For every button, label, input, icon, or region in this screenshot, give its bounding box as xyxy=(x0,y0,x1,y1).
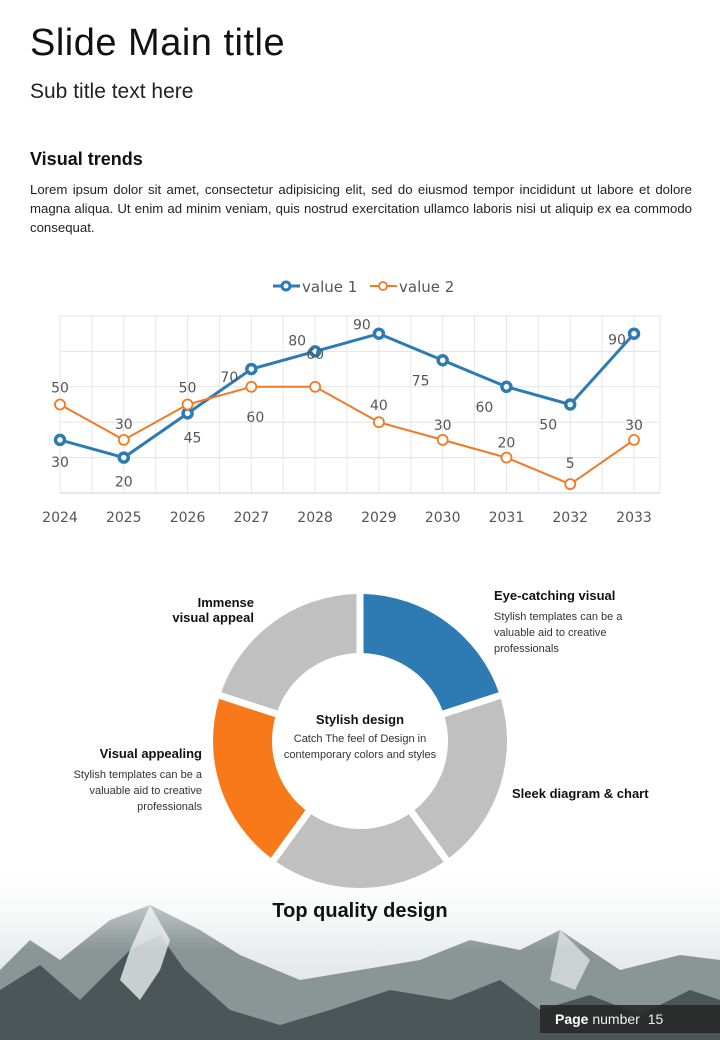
line-chart: value 1 value 2 30 20 45 70 80 90 75 60 50 90 50 30 5… xyxy=(42,278,661,526)
slide-title: Slide Main title xyxy=(30,22,286,64)
data-label-series-1: 70 xyxy=(220,370,238,386)
x-axis-ticks: 2024 2025 2026 2027 2028 2029 2030 2031 2032 2033 xyxy=(42,510,652,526)
legend-label-1: value 1 xyxy=(302,278,357,296)
data-point-series-1 xyxy=(436,354,449,367)
data-label-series-2: 5 xyxy=(566,456,575,472)
data-label-series-1: 60 xyxy=(476,400,494,416)
x-tick-label: 2032 xyxy=(552,510,588,526)
donut-segment-5 xyxy=(221,594,357,711)
section-title: Visual trends xyxy=(30,149,143,169)
label-eye-catching-visual: Eye-catching visual Stylish templates ca… xyxy=(494,588,634,657)
data-label-series-1: 30 xyxy=(51,455,69,471)
data-point-series-1 xyxy=(500,380,513,394)
label-immense-visual-appeal: Immense visual appeal xyxy=(120,595,254,625)
data-label-series-2: 30 xyxy=(625,418,643,434)
data-point-series-1 xyxy=(308,345,322,358)
series-line-2 xyxy=(59,385,635,486)
data-point-series-1 xyxy=(627,327,641,340)
x-tick-label: 2026 xyxy=(170,510,206,526)
legend-marker-2 xyxy=(378,281,388,291)
donut-segment-2 xyxy=(414,698,507,858)
data-point-series-2 xyxy=(54,398,66,411)
donut-segment-1 xyxy=(363,594,499,711)
label-eye-catching-title: Eye-catching visual xyxy=(494,588,616,603)
data-label-series-1: 20 xyxy=(115,475,133,491)
data-label-series-2: 30 xyxy=(115,417,133,433)
x-tick-label: 2028 xyxy=(297,510,333,526)
data-label-series-2: 60 xyxy=(246,410,264,426)
data-point-series-2 xyxy=(500,451,513,464)
x-tick-label: 2033 xyxy=(616,510,652,526)
x-tick-label: 2024 xyxy=(42,510,78,526)
x-tick-label: 2027 xyxy=(234,510,270,526)
label-immense-line2: visual appeal xyxy=(172,610,254,625)
data-label-series-1: 90 xyxy=(608,333,626,349)
chart-data-labels: 30 20 45 70 80 90 75 60 50 90 50 30 50 60 60 40 30 20 5 30 xyxy=(51,318,643,491)
data-point-series-2 xyxy=(309,380,322,393)
page-label: number xyxy=(592,1011,640,1027)
x-tick-label: 2025 xyxy=(106,510,142,526)
data-point-series-2 xyxy=(372,416,385,429)
donut-chart xyxy=(213,594,507,888)
data-label-series-2: 20 xyxy=(498,436,516,452)
label-visual-appealing: Visual appealing Stylish templates can b… xyxy=(70,746,202,815)
data-label-series-2: 40 xyxy=(370,398,388,414)
label-visual-appealing-text: Stylish templates can be a valuable aid … xyxy=(73,769,202,813)
chart-series xyxy=(53,327,641,491)
data-point-series-1 xyxy=(245,362,258,376)
data-label-series-2: 60 xyxy=(306,347,324,363)
data-point-series-1 xyxy=(372,327,386,340)
x-tick-label: 2031 xyxy=(489,510,525,526)
label-sleek-title: Sleek diagram & chart xyxy=(512,786,649,801)
legend-label-2: value 2 xyxy=(399,278,454,296)
label-visual-appealing-title: Visual appealing xyxy=(99,746,202,761)
data-label-series-2: 50 xyxy=(179,381,197,397)
data-point-series-1 xyxy=(563,398,577,411)
donut-center-title: Stylish design xyxy=(315,712,405,727)
series-line-1 xyxy=(59,332,636,460)
data-label-series-1: 50 xyxy=(539,418,557,434)
section-body: Lorem ipsum dolor sit amet, consectetur … xyxy=(30,182,692,235)
page-number-box: Page number 15 xyxy=(540,1005,720,1033)
data-label-series-1: 80 xyxy=(288,333,306,349)
data-label-series-1: 45 xyxy=(184,430,202,446)
page-number: 15 xyxy=(647,1011,664,1027)
data-point-series-2 xyxy=(628,433,640,446)
page-label-bold: Page xyxy=(555,1011,589,1027)
data-point-series-2 xyxy=(436,433,449,446)
donut-center-text: Catch The feel of Design in contemporary… xyxy=(283,733,437,761)
chart-legend: value 1 value 2 xyxy=(273,278,454,296)
data-point-series-2 xyxy=(117,433,130,446)
data-label-series-1: 90 xyxy=(353,318,371,334)
label-immense-line1: Immense xyxy=(197,595,254,610)
donut-segment-4 xyxy=(213,698,306,858)
tagline: Top quality design xyxy=(272,900,448,922)
data-label-series-2: 50 xyxy=(51,381,69,397)
slide-subtitle: Sub title text here xyxy=(30,80,194,103)
label-eye-catching-text: Stylish templates can be a valuable aid … xyxy=(494,611,623,655)
legend-marker-1 xyxy=(280,280,292,292)
x-tick-label: 2029 xyxy=(361,510,397,526)
donut-segment-3 xyxy=(276,814,444,888)
data-label-series-1: 75 xyxy=(412,373,430,389)
data-label-series-2: 30 xyxy=(434,418,452,434)
data-point-series-2 xyxy=(564,478,577,491)
data-point-series-2 xyxy=(181,398,194,411)
donut-center: Stylish design Catch The feel of Design … xyxy=(280,712,440,763)
label-sleek-diagram: Sleek diagram & chart xyxy=(512,786,682,801)
data-point-series-1 xyxy=(117,451,131,464)
x-tick-label: 2030 xyxy=(425,510,461,526)
data-point-series-2 xyxy=(245,380,258,393)
data-point-series-1 xyxy=(53,433,67,447)
